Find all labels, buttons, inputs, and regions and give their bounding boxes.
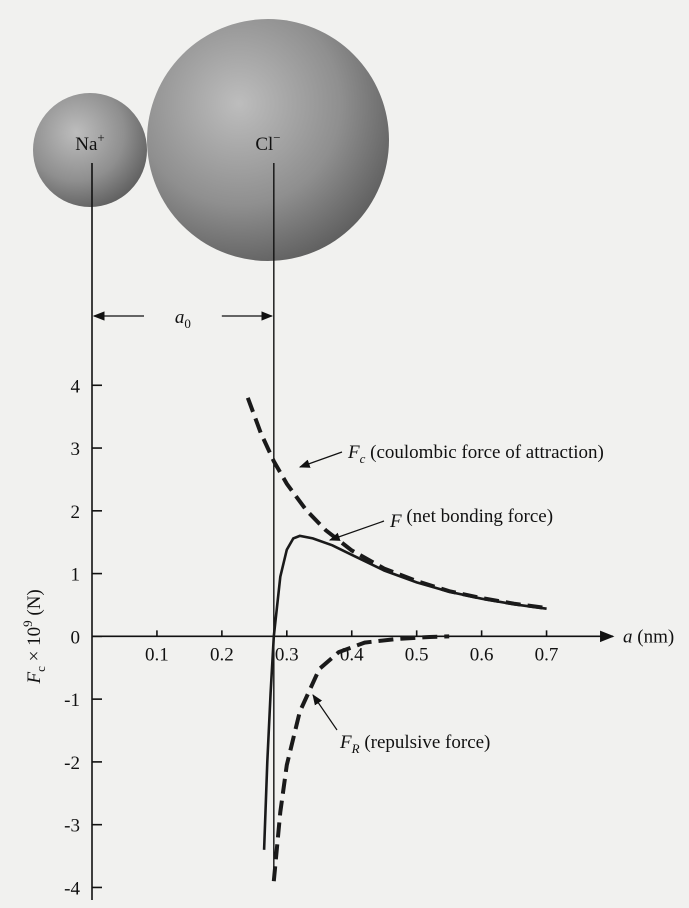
- text-part: F: [339, 732, 352, 753]
- x-tick-label: 0.7: [535, 644, 559, 665]
- x-axis-label: a (nm): [623, 626, 674, 647]
- na-ion: [33, 93, 147, 207]
- y-tick-label: 2: [71, 502, 81, 523]
- text-part: c: [33, 666, 48, 672]
- plot: Na+ Cl−a00.1 0.2 0.3 0.4 0.5 0.6 0.7a (nm)-4-3-…: [20, 130, 674, 900]
- x-tick-label: 0.3: [275, 644, 299, 665]
- text-part: F: [389, 511, 402, 532]
- y-tick-label: 0: [71, 627, 81, 648]
- text-part: a: [623, 626, 633, 647]
- series-label: F (net bonding force): [389, 506, 553, 532]
- text-part: (net bonding force): [402, 506, 553, 527]
- text-part: 0: [184, 316, 191, 331]
- text-part: +: [97, 130, 104, 145]
- x-tick-label: 0.5: [405, 644, 429, 665]
- text-part: −: [273, 130, 280, 145]
- text-part: F: [347, 442, 360, 463]
- text-part: (repulsive force): [360, 732, 491, 753]
- text-part: (nm): [633, 626, 675, 647]
- x-tick-label: 0.4: [340, 644, 364, 665]
- y-tick-label: -2: [64, 753, 80, 774]
- text-part: (coulombic force of attraction): [365, 442, 603, 463]
- text-part: Cl: [255, 134, 273, 155]
- ion-label: Cl−: [255, 130, 280, 155]
- text-part: c: [360, 451, 366, 466]
- cl-ion: [147, 19, 389, 261]
- text-part: a: [175, 307, 185, 328]
- x-tick-label: 0.6: [470, 644, 494, 665]
- y-tick-label: -1: [64, 690, 80, 711]
- y-tick-label: -3: [64, 816, 80, 837]
- y-tick-label: 1: [71, 565, 81, 586]
- y-axis-label: Fc × 109 (N): [20, 589, 48, 684]
- ion-label: Na+: [75, 130, 105, 155]
- force-curve: [245, 397, 547, 611]
- annotation-leader: [328, 520, 385, 541]
- y-tick-label: 4: [71, 376, 81, 397]
- text-part: Na: [75, 134, 98, 155]
- text-part: 9: [20, 620, 35, 627]
- force-curve: [271, 634, 450, 882]
- y-tick-label: -4: [64, 878, 80, 899]
- a0-label: a0: [175, 307, 191, 331]
- series-label: Fc (coulombic force of attraction): [347, 442, 604, 466]
- force-curve: [262, 534, 547, 850]
- text-part: F: [24, 671, 45, 684]
- annotation-leader: [312, 694, 338, 731]
- text-part: (N): [24, 589, 45, 620]
- series-label: FR (repulsive force): [339, 732, 490, 756]
- x-tick-label: 0.1: [145, 644, 169, 665]
- annotation-leader: [298, 451, 343, 468]
- text-part: R: [351, 741, 360, 756]
- y-tick-label: 3: [71, 439, 81, 460]
- text-part: × 10: [24, 627, 45, 666]
- x-tick-label: 0.2: [210, 644, 234, 665]
